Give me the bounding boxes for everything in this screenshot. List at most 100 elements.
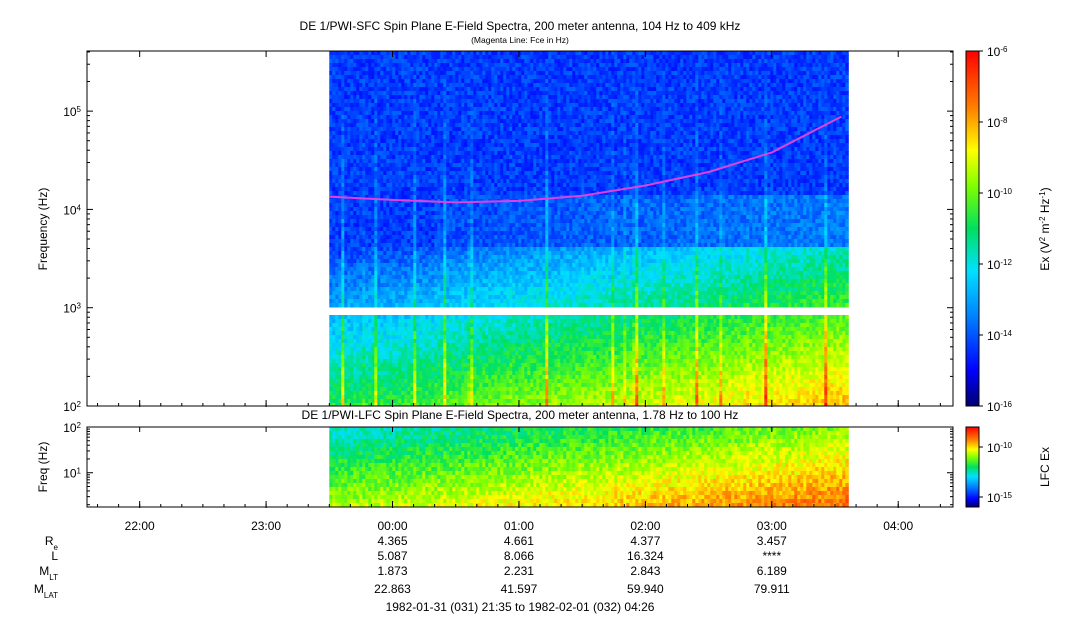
- spectrogram-cell: [407, 371, 411, 376]
- spectrogram-cell: [374, 283, 378, 288]
- spectrogram-cell: [437, 83, 441, 88]
- spectrogram-cell: [428, 139, 432, 144]
- spectrogram-cell: [494, 223, 498, 228]
- spectrogram-cell: [494, 207, 498, 212]
- spectrogram-cell: [452, 291, 456, 296]
- spectrogram-cell: [404, 275, 408, 280]
- spectrogram-cell: [395, 223, 399, 228]
- spectrogram-cell: [404, 239, 408, 244]
- spectrogram-cell: [338, 379, 342, 384]
- spectrogram-cell: [461, 291, 465, 296]
- spectrogram-cell: [398, 103, 402, 108]
- spectrogram-cell: [416, 399, 420, 404]
- spectrogram-cell: [479, 259, 483, 264]
- spectrogram-cell: [398, 335, 402, 340]
- spectrogram-cell: [449, 219, 453, 224]
- spectrogram-cell: [410, 119, 414, 124]
- spectrogram-cell: [389, 271, 393, 276]
- spectrogram-cell: [338, 91, 342, 96]
- spectrogram-cell: [380, 203, 384, 208]
- spectrogram-cell: [395, 151, 399, 156]
- spectrogram-cell: [455, 283, 459, 288]
- spectrogram-cell: [440, 119, 444, 124]
- spectrogram-cell: [452, 267, 456, 272]
- spectrogram-cell: [434, 303, 438, 308]
- spectrogram-cell: [401, 159, 405, 164]
- spectrogram-cell: [395, 231, 399, 236]
- spectrogram-cell: [380, 227, 384, 232]
- spectrogram-cell: [398, 303, 402, 308]
- spectrogram-cell: [470, 247, 474, 252]
- spectrogram-cell: [341, 291, 345, 296]
- spectrogram-cell: [419, 367, 423, 372]
- spectrogram-cell: [482, 299, 486, 304]
- spectrogram-cell: [485, 303, 489, 308]
- spectrogram-cell: [488, 367, 492, 372]
- spectrogram-cell: [356, 175, 360, 180]
- spectrogram-cell: [383, 51, 387, 56]
- spectrogram-cell: [479, 159, 483, 164]
- spectrogram-cell: [419, 147, 423, 152]
- spectrogram-cell: [419, 111, 423, 116]
- spectrogram-cell: [344, 55, 348, 60]
- spectrogram-cell: [449, 375, 453, 380]
- spectrogram-cell: [332, 275, 336, 280]
- spectrogram-cell: [491, 343, 495, 348]
- spectrogram-cell: [404, 243, 408, 248]
- spectrogram-cell: [437, 187, 441, 192]
- spectrogram-cell: [458, 231, 462, 236]
- spectrogram-cell: [479, 107, 483, 112]
- spectrogram-cell: [413, 355, 417, 360]
- spectrogram-cell: [449, 323, 453, 328]
- spectrogram-cell: [437, 171, 441, 176]
- spectrogram-cell: [455, 255, 459, 260]
- spectrogram-cell: [491, 271, 495, 276]
- spectrogram-cell: [377, 395, 381, 400]
- spectrogram-cell: [410, 127, 414, 132]
- spectrogram-cell: [359, 63, 363, 68]
- spectrogram-cell: [491, 103, 495, 108]
- spectrogram-cell: [485, 395, 489, 400]
- spectrogram-cell: [428, 403, 432, 406]
- spectrogram-cell: [482, 55, 486, 60]
- spectrogram-cell: [461, 331, 465, 336]
- spectrogram-cell: [446, 83, 450, 88]
- spectrogram-cell: [416, 303, 420, 308]
- spectrogram-cell: [482, 339, 486, 344]
- spectrogram-cell: [494, 87, 498, 92]
- spectrogram-cell: [419, 143, 423, 148]
- spectrogram-cell: [458, 271, 462, 276]
- spectrogram-cell: [335, 315, 339, 320]
- spectrogram-cell: [329, 331, 333, 336]
- spectrogram-cell: [365, 367, 369, 372]
- spectrogram-cell: [371, 63, 375, 68]
- spectrogram-cell: [368, 119, 372, 124]
- spectrogram-cell: [437, 355, 441, 360]
- spectrogram-cell: [395, 239, 399, 244]
- spectrogram-cell: [476, 379, 480, 384]
- spectrogram-cell: [347, 219, 351, 224]
- spectrogram-cell: [479, 99, 483, 104]
- spectrogram-cell: [434, 71, 438, 76]
- spectrogram-cell: [476, 51, 480, 56]
- spectrogram-cell: [479, 355, 483, 360]
- spectrogram-cell: [359, 171, 363, 176]
- spectrogram-cell: [398, 351, 402, 356]
- spectrogram-cell: [449, 115, 453, 120]
- spectrogram-cell: [395, 327, 399, 332]
- spectrogram-cell: [431, 87, 435, 92]
- spectrogram-cell: [380, 223, 384, 228]
- spectrogram-cell: [446, 135, 450, 140]
- spectrogram-cell: [368, 63, 372, 68]
- spectrogram-cell: [380, 355, 384, 360]
- spectrogram-cell: [482, 67, 486, 72]
- spectrogram-cell: [395, 127, 399, 132]
- spectrogram-cell: [491, 91, 495, 96]
- spectrogram-cell: [488, 291, 492, 296]
- spectrogram-cell: [401, 63, 405, 68]
- spectrogram-cell: [476, 239, 480, 244]
- spectrogram-cell: [344, 359, 348, 364]
- spectrogram-cell: [377, 367, 381, 372]
- spectrogram-cell: [464, 239, 468, 244]
- spectrogram-cell: [362, 255, 366, 260]
